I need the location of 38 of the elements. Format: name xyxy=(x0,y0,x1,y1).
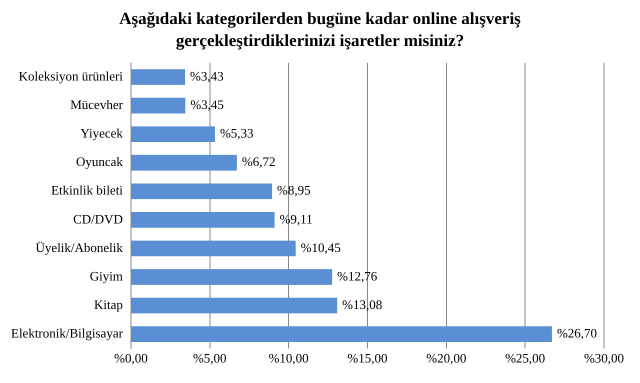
y-tick-label: Elektronik/Bilgisayar xyxy=(11,326,124,341)
x-tick-label: %10,00 xyxy=(268,350,309,366)
y-tick-label: CD/DVD xyxy=(73,211,123,226)
x-tick-label: %25,00 xyxy=(505,350,546,366)
data-label: %8,95 xyxy=(277,182,311,198)
data-label: %9,11 xyxy=(280,211,313,226)
bar xyxy=(131,212,275,228)
bar xyxy=(131,98,186,114)
y-tick-label: Oyuncak xyxy=(76,154,124,170)
data-label: %6,72 xyxy=(242,154,276,170)
data-label: %12,76 xyxy=(337,268,378,284)
bar xyxy=(131,326,552,342)
y-tick-label: Giyim xyxy=(90,268,123,284)
x-tick-label: %30,00 xyxy=(584,350,624,366)
bar xyxy=(131,298,338,314)
bar xyxy=(131,183,272,200)
data-label: %5,33 xyxy=(220,126,254,141)
bar xyxy=(131,240,296,256)
bar xyxy=(131,126,215,142)
data-label: %26,70 xyxy=(556,326,598,341)
x-tick-label: %15,00 xyxy=(347,350,388,366)
y-tick-label: Mücevher xyxy=(70,97,124,112)
y-tick-label: Üyelik/Abonelik xyxy=(36,240,124,255)
y-tick-label: Yiyecek xyxy=(80,126,124,141)
data-label: %3,45 xyxy=(190,97,224,112)
chart-title: Aşağıdaki kategorilerden bugüne kadar online alışveriş gerçekleştirdiklerinizi işaretler misiniz? xyxy=(118,8,522,52)
data-label: %3,43 xyxy=(190,68,224,84)
bar xyxy=(131,269,332,285)
x-tick-label: %5,00 xyxy=(192,350,227,366)
data-label: %10,45 xyxy=(300,240,341,255)
bar xyxy=(131,154,237,171)
y-tick-label: Etkinlik bileti xyxy=(51,182,124,198)
data-label: %13,08 xyxy=(342,296,382,312)
x-tick-label: %0,00 xyxy=(114,350,148,366)
y-tick-label: Kitap xyxy=(94,296,123,312)
bar xyxy=(131,69,186,85)
x-tick-label: %20,00 xyxy=(426,350,466,366)
y-tick-label: Koleksiyon ürünleri xyxy=(18,68,124,84)
